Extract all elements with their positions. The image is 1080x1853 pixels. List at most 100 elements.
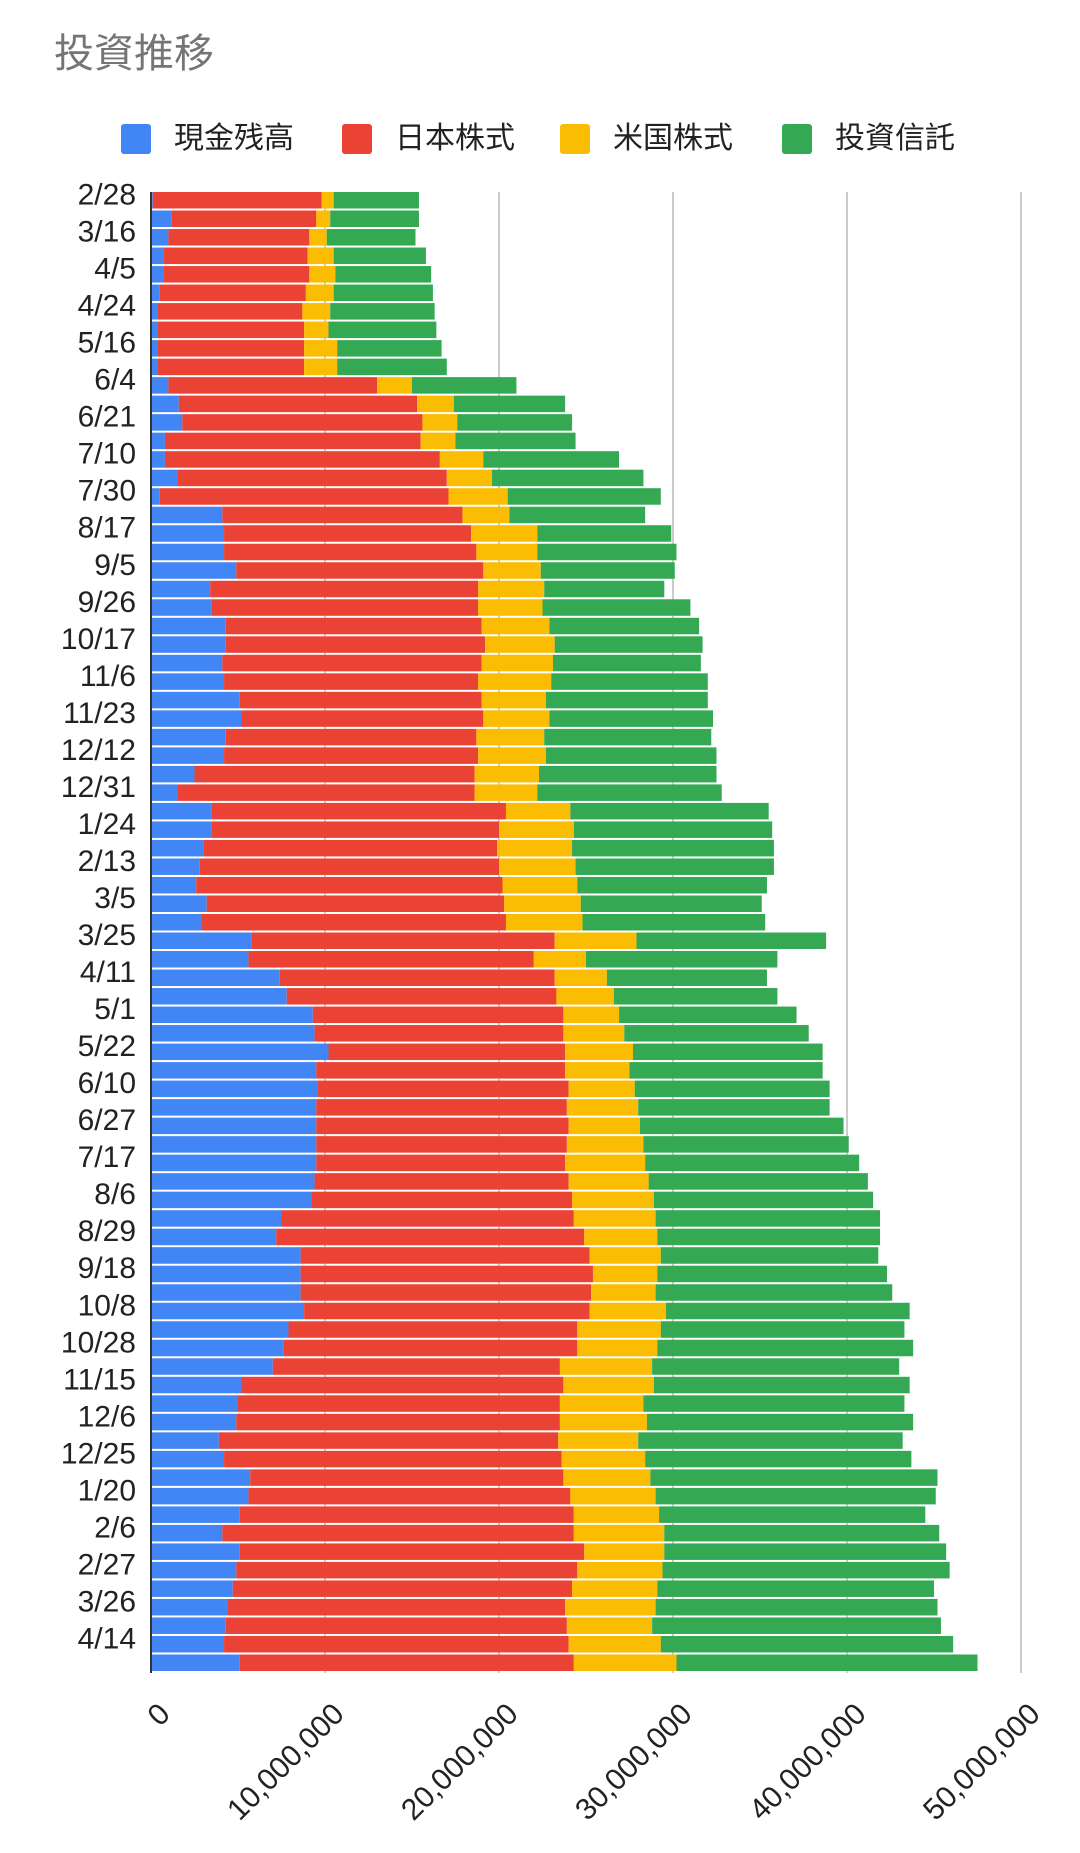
bar-japan-stock-52 bbox=[316, 1154, 566, 1172]
bar-us-stock-8 bbox=[304, 340, 338, 357]
bar-us-stock-34 bbox=[499, 821, 574, 838]
bar-japan-stock-73 bbox=[239, 1543, 585, 1560]
bar-us-stock-71 bbox=[573, 1506, 660, 1523]
y-tick-label: 7/17 bbox=[78, 1141, 136, 1174]
bar-japan-stock-79 bbox=[239, 1654, 574, 1671]
bar-cash-55 bbox=[151, 1210, 282, 1227]
bar-row-28 bbox=[151, 710, 714, 727]
bar-japan-stock-12 bbox=[182, 414, 423, 431]
bar-investment-trust-69 bbox=[650, 1469, 938, 1486]
y-tick-label: 6/4 bbox=[94, 364, 136, 397]
bar-row-55 bbox=[151, 1210, 881, 1227]
bar-japan-stock-43 bbox=[286, 988, 557, 1005]
x-tick-label: 30,000,000 bbox=[569, 1697, 699, 1827]
bar-investment-trust-77 bbox=[652, 1617, 941, 1634]
bar-investment-trust-76 bbox=[655, 1598, 938, 1616]
bar-row-21 bbox=[151, 580, 665, 598]
bar-cash-12 bbox=[151, 414, 183, 431]
legend-label-investment-trust: 投資信託 bbox=[835, 121, 955, 156]
bar-us-stock-61 bbox=[577, 1321, 661, 1338]
y-tick-label: 6/27 bbox=[78, 1104, 136, 1137]
bar-japan-stock-62 bbox=[283, 1339, 578, 1357]
bar-investment-trust-64 bbox=[653, 1376, 910, 1394]
bar-investment-trust-2 bbox=[326, 229, 416, 246]
bar-us-stock-15 bbox=[446, 469, 493, 487]
y-tick-label: 1/20 bbox=[78, 1474, 136, 1507]
bar-cash-62 bbox=[151, 1339, 284, 1357]
bar-investment-trust-29 bbox=[544, 728, 712, 746]
y-tick-label: 10/8 bbox=[78, 1289, 136, 1322]
bar-us-stock-50 bbox=[568, 1117, 640, 1135]
bar-cash-40 bbox=[151, 932, 252, 950]
bar-japan-stock-61 bbox=[288, 1321, 578, 1338]
bar-investment-trust-74 bbox=[662, 1561, 950, 1579]
bar-row-10 bbox=[151, 377, 517, 394]
bar-us-stock-46 bbox=[565, 1043, 633, 1061]
bar-us-stock-56 bbox=[584, 1228, 658, 1246]
bar-japan-stock-37 bbox=[196, 876, 503, 894]
bar-investment-trust-1 bbox=[330, 210, 419, 228]
bar-cash-76 bbox=[151, 1598, 228, 1616]
bar-row-52 bbox=[151, 1154, 860, 1172]
bar-us-stock-29 bbox=[476, 728, 545, 746]
bar-cash-41 bbox=[151, 951, 249, 968]
bar-us-stock-31 bbox=[474, 765, 540, 783]
bar-cash-58 bbox=[151, 1265, 301, 1283]
bar-us-stock-67 bbox=[558, 1432, 639, 1449]
y-tick-label: 5/22 bbox=[78, 1030, 136, 1063]
bar-japan-stock-10 bbox=[168, 377, 378, 394]
bar-us-stock-4 bbox=[309, 266, 336, 283]
bar-row-77 bbox=[151, 1617, 941, 1634]
y-tick-label: 2/13 bbox=[78, 845, 136, 878]
bar-japan-stock-45 bbox=[314, 1025, 564, 1042]
bar-cash-19 bbox=[151, 543, 225, 561]
bar-investment-trust-41 bbox=[586, 951, 778, 968]
bar-cash-64 bbox=[151, 1376, 242, 1394]
bar-row-67 bbox=[151, 1432, 903, 1449]
bar-row-23 bbox=[151, 617, 700, 635]
bar-japan-stock-32 bbox=[177, 784, 475, 801]
y-tick-label: 12/25 bbox=[61, 1437, 136, 1470]
bar-investment-trust-24 bbox=[554, 636, 703, 653]
bar-cash-53 bbox=[151, 1173, 315, 1190]
bar-us-stock-54 bbox=[572, 1191, 654, 1209]
bar-japan-stock-20 bbox=[236, 562, 484, 579]
bar-japan-stock-54 bbox=[311, 1191, 573, 1209]
legend-item-japan-stock: 日本株式 bbox=[342, 124, 515, 154]
bar-japan-stock-64 bbox=[241, 1376, 564, 1394]
bar-investment-trust-32 bbox=[537, 784, 722, 801]
bar-investment-trust-45 bbox=[624, 1025, 809, 1042]
bar-row-62 bbox=[151, 1339, 914, 1357]
bar-row-69 bbox=[151, 1469, 938, 1486]
bar-investment-trust-35 bbox=[572, 839, 774, 857]
bar-us-stock-37 bbox=[502, 876, 578, 894]
bar-japan-stock-17 bbox=[222, 506, 463, 524]
bar-investment-trust-14 bbox=[483, 451, 620, 468]
bar-us-stock-42 bbox=[554, 969, 607, 987]
bar-row-70 bbox=[151, 1487, 936, 1505]
bar-row-4 bbox=[151, 266, 432, 283]
bar-japan-stock-9 bbox=[157, 358, 305, 376]
bar-cash-4 bbox=[151, 266, 164, 283]
bar-row-68 bbox=[151, 1450, 912, 1468]
bar-japan-stock-25 bbox=[222, 654, 482, 672]
bar-japan-stock-55 bbox=[281, 1210, 574, 1227]
bar-us-stock-23 bbox=[481, 617, 550, 635]
bar-row-29 bbox=[151, 728, 712, 746]
x-tick-label: 20,000,000 bbox=[395, 1697, 525, 1827]
bar-investment-trust-53 bbox=[648, 1173, 868, 1190]
bar-row-22 bbox=[151, 599, 691, 616]
bar-row-43 bbox=[151, 988, 778, 1005]
y-tick-label: 2/28 bbox=[78, 179, 136, 212]
bar-row-17 bbox=[151, 506, 646, 524]
legend-item-cash: 現金残高 bbox=[121, 124, 294, 154]
legend-swatch-investment-trust bbox=[782, 124, 812, 154]
bar-row-75 bbox=[151, 1580, 934, 1597]
bar-us-stock-40 bbox=[554, 932, 637, 950]
bar-investment-trust-75 bbox=[657, 1580, 934, 1597]
bar-investment-trust-54 bbox=[653, 1191, 874, 1209]
bar-cash-71 bbox=[151, 1506, 240, 1523]
bar-cash-69 bbox=[151, 1469, 251, 1486]
bar-japan-stock-0 bbox=[152, 192, 322, 209]
bar-japan-stock-72 bbox=[222, 1524, 574, 1542]
